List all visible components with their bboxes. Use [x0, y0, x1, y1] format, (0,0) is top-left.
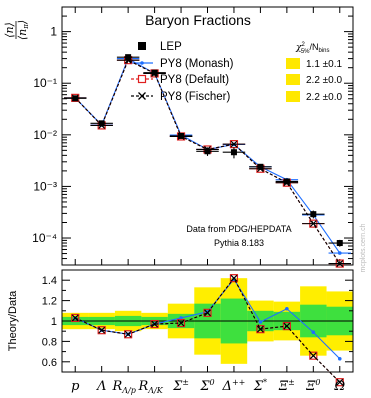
point-lep: [125, 54, 132, 61]
ratio-y-tick-label: 1: [51, 316, 57, 328]
chart-title: Baryon Fractions: [145, 12, 251, 28]
x-category-label: p: [71, 379, 80, 394]
ratio-point-monash: [311, 330, 316, 335]
point-fischer: [309, 220, 317, 228]
ratio-series-line-2: [74, 277, 341, 383]
ratio-point-default: [309, 351, 318, 360]
ratio-point-fischer: [204, 309, 211, 317]
x-category-label: RΛ/p: [111, 379, 135, 395]
point-fischer: [230, 140, 238, 148]
point-fischer: [336, 260, 344, 267]
chi2-color-box: [286, 58, 300, 69]
ratio-point-fischer: [177, 319, 185, 327]
point-lep: [257, 163, 264, 170]
point-lep: [336, 240, 343, 247]
ratio-y-label: Theory/Data: [7, 290, 19, 351]
chi2-color-box: [286, 91, 300, 102]
point-monash: [337, 251, 342, 255]
ratio-point-fischer: [98, 326, 106, 334]
x-category-label: Ω: [333, 379, 345, 394]
chi2-value: 2.2 ±0.0: [306, 75, 343, 86]
legend-marker-lep: [138, 42, 146, 50]
x-category-label: Σ±: [172, 378, 189, 394]
ratio-y-tick-label: 1.4: [42, 275, 57, 287]
y-label-numerator: ⟨n⟩: [3, 22, 16, 38]
ratio-point-fischer: [283, 322, 291, 330]
ratio-point-monash: [258, 320, 263, 324]
x-category-label: Ξ0: [305, 378, 320, 394]
legend-marker-dot: [140, 61, 144, 65]
ratio-point-fischer: [256, 325, 264, 333]
point-lep: [178, 132, 185, 139]
y-tick-label: 1: [50, 25, 57, 39]
ratio-point-default: [203, 308, 212, 317]
x-category-labels: p Λ RΛ/p RΛ/K Σ± Σ0 Δ++ Σ* Ξ± Ξ0 Ω: [71, 378, 345, 395]
y-tick-label: 10⁻¹: [33, 76, 57, 90]
ratio-point-fischer: [309, 352, 317, 360]
ratio-point-fischer: [230, 274, 238, 282]
legend-entry-label: PY8 (Default): [160, 74, 229, 86]
ratio-point-monash: [179, 316, 183, 320]
point-lep: [98, 120, 105, 127]
ratio-y-tick-label: 0.8: [42, 336, 57, 348]
chi2-value: 2.2 ±0.0: [306, 92, 343, 103]
side-watermark-text: mcplots.cern.ch: [360, 223, 367, 272]
ratio-point-default: [71, 313, 80, 323]
legend-entry-label: LEP: [160, 41, 182, 53]
point-lep: [72, 95, 79, 102]
x-category-label: Δ++: [222, 378, 246, 394]
ratio-y-tick-label: 0.6: [42, 357, 57, 369]
annotation-generator-version: Pythia 8.183: [214, 238, 264, 248]
ratio-point-monash: [337, 356, 342, 361]
chi2-value: 1.1 ±0.1: [306, 59, 343, 70]
ratio-point-fischer: [336, 378, 344, 386]
y-label-denominator: ⟨nπ⟩: [16, 20, 30, 40]
legend-entry-label: PY8 (Fischer): [160, 91, 230, 103]
chi2-color-box: [286, 74, 300, 85]
ratio-point-default: [282, 322, 291, 331]
main-panel: 10⁻⁴ 10⁻³ 10⁻² 10⁻¹ 1 ⟨n⟩ ⟨nπ⟩ Baryon Fractions…: [3, 6, 367, 273]
y-tick-label: 10⁻⁴: [32, 231, 57, 245]
ratio-point-default: [335, 378, 344, 387]
ratio-point-default: [229, 274, 239, 283]
legend-marker-open-square: [137, 74, 147, 84]
ratio-point-fischer: [124, 330, 132, 338]
x-category-label: Λ: [96, 379, 106, 394]
point-lep: [283, 178, 290, 185]
x-category-label: Ξ±: [278, 378, 295, 394]
main-y-label: ⟨n⟩ ⟨nπ⟩: [3, 20, 30, 40]
point-lep: [151, 69, 158, 76]
ratio-point-fischer: [151, 320, 159, 328]
x-category-label: Σ*: [253, 378, 267, 394]
ratio-point-monash: [285, 306, 289, 311]
ratio-panel: 0.6 0.8 1 1.2 1.4 Theory/Data p Λ RΛ/p RΛ/K Σ± Σ0 Δ+…: [7, 269, 354, 395]
point-lep: [310, 211, 317, 218]
x-category-label: RΛ/K: [137, 379, 163, 395]
legend-marker-cross: [138, 92, 146, 100]
annotation-data-source: Data from PDG/HEPDATA: [186, 224, 291, 234]
x-category-label: Σ0: [199, 378, 214, 394]
ratio-y-tick-label: 1.2: [42, 296, 57, 308]
chi2-header: χ2 5%/Nbins: [295, 42, 330, 55]
y-tick-label: 10⁻²: [33, 128, 57, 142]
point-lep: [230, 149, 237, 156]
ratio-point-fischer: [71, 314, 79, 322]
y-tick-label: 10⁻³: [33, 179, 57, 193]
ratio-point-default: [256, 325, 265, 334]
point-lep: [204, 148, 211, 155]
legend-entry-label: PY8 (Monash): [160, 58, 234, 70]
